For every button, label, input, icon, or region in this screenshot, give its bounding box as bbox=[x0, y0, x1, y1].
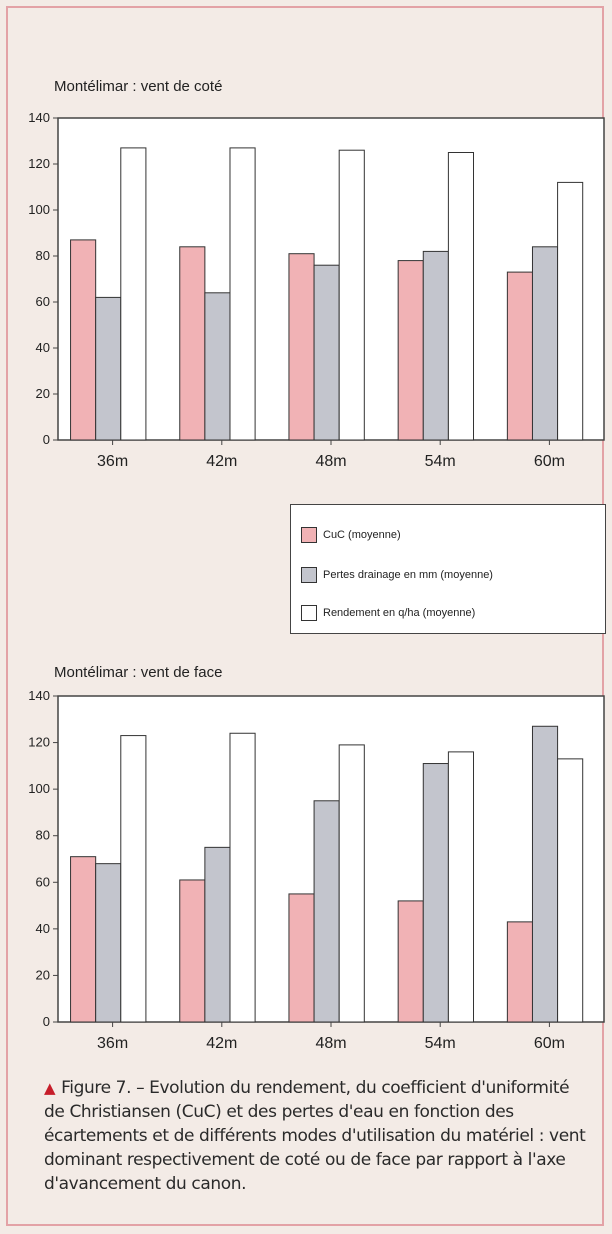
chart-1-bar bbox=[95, 296, 122, 441]
chart-1-y-tick-label: 20 bbox=[36, 386, 50, 401]
legend-item-rendement: Rendement en q/ha (moyenne) bbox=[301, 605, 475, 621]
legend-label-pertes: Pertes drainage en mm (moyenne) bbox=[323, 569, 493, 581]
legend-item-cuc: CuC (moyenne) bbox=[301, 527, 401, 543]
chart-2-y-tick-label: 140 bbox=[28, 688, 50, 703]
legend-item-pertes: Pertes drainage en mm (moyenne) bbox=[301, 567, 493, 583]
legend-swatch-pertes bbox=[301, 567, 317, 583]
chart-1-bar bbox=[288, 253, 315, 441]
chart-2-x-tick-label: 42m bbox=[206, 1035, 237, 1052]
chart-1-bar bbox=[506, 271, 533, 441]
chart-2-bar bbox=[506, 921, 533, 1023]
chart-1-bar bbox=[531, 246, 559, 441]
chart-2-y-tick-label: 60 bbox=[36, 874, 50, 889]
chart-2-bar bbox=[95, 863, 122, 1023]
legend: CuC (moyenne) Pertes drainage en mm (moy… bbox=[290, 504, 606, 634]
chart-2-y-tick-label: 40 bbox=[36, 921, 50, 936]
legend-swatch-cuc bbox=[301, 527, 317, 543]
legend-label-cuc: CuC (moyenne) bbox=[323, 529, 401, 541]
legend-label-rendement: Rendement en q/ha (moyenne) bbox=[323, 607, 476, 619]
chart-2-bar bbox=[557, 758, 584, 1023]
chart-1-bar bbox=[557, 181, 584, 441]
chart-1-y-tick-label: 100 bbox=[28, 202, 50, 217]
chart-2-bar bbox=[70, 856, 97, 1023]
chart-1-x-tick-label: 54m bbox=[425, 453, 456, 470]
chart-2-bar bbox=[313, 800, 340, 1023]
chart-1-x-tick-label: 60m bbox=[534, 453, 565, 470]
chart-2-x-tick-label: 54m bbox=[425, 1035, 456, 1052]
chart-2-x-tick-label: 48m bbox=[315, 1035, 346, 1052]
chart-2-title: Montélimar : vent de face bbox=[54, 664, 223, 681]
legend-swatch-rendement bbox=[301, 605, 317, 621]
chart-2-bar bbox=[229, 732, 256, 1023]
chart-1-y-tick-label: 40 bbox=[36, 340, 50, 355]
chart-1-x-tick-label: 42m bbox=[206, 453, 237, 470]
chart-1-bar bbox=[204, 292, 231, 441]
chart-2-bar bbox=[447, 751, 475, 1023]
chart-1-bar bbox=[447, 152, 475, 441]
chart-1-x-tick-label: 36m bbox=[97, 453, 128, 470]
triangle-icon: ▲ bbox=[44, 1079, 56, 1097]
chart-2-y-tick-label: 20 bbox=[36, 967, 50, 982]
chart-2-bar bbox=[338, 744, 365, 1023]
chart-2-bar bbox=[397, 900, 424, 1023]
chart-2-bar bbox=[179, 879, 206, 1023]
caption-text: Figure 7. – Evolution du rendement, du c… bbox=[44, 1078, 586, 1194]
chart-1-y-tick-label: 120 bbox=[28, 156, 50, 171]
chart-2-y-tick-label: 100 bbox=[28, 781, 50, 796]
chart-2-bar bbox=[531, 725, 559, 1023]
chart-1-bar bbox=[179, 246, 206, 441]
chart-2-y-tick-label: 120 bbox=[28, 735, 50, 750]
chart-2-x-tick-label: 60m bbox=[534, 1035, 565, 1052]
chart-1-y-tick-label: 80 bbox=[36, 248, 50, 263]
chart-1-title: Montélimar : vent de coté bbox=[54, 78, 223, 95]
figure-caption: ▲ Figure 7. – Evolution du rendement, du … bbox=[44, 1076, 592, 1196]
chart-2-bar bbox=[422, 763, 449, 1023]
chart-1-bar bbox=[313, 264, 340, 441]
chart-1-bar bbox=[70, 239, 97, 441]
chart-1: 0 20 40 60 80 100 120 140 36m 42m 48m 54m 60m bbox=[28, 110, 605, 470]
chart-2-y-tick-label: 80 bbox=[36, 828, 50, 843]
chart-2-bar bbox=[288, 893, 315, 1023]
chart-2-bar bbox=[204, 846, 231, 1023]
chart-1-y-tick-label: 140 bbox=[28, 110, 50, 125]
chart-2-x-tick-label: 36m bbox=[97, 1035, 128, 1052]
chart-2-y-tick-label: 0 bbox=[43, 1014, 50, 1029]
chart-1-x-tick-label: 48m bbox=[315, 453, 346, 470]
chart-1-bar bbox=[422, 250, 449, 441]
chart-1-bar bbox=[338, 149, 365, 441]
chart-1-y-tick-label: 0 bbox=[43, 432, 50, 447]
chart-1-bar bbox=[397, 260, 424, 441]
chart-1-bar bbox=[120, 147, 147, 441]
chart-1-bar bbox=[229, 147, 256, 441]
chart-2-bar bbox=[120, 735, 147, 1023]
chart-1-y-tick-label: 60 bbox=[36, 294, 50, 309]
chart-2: 0 20 40 60 80 100 120 140 36m 42m 48m 54m 60m bbox=[28, 688, 605, 1052]
